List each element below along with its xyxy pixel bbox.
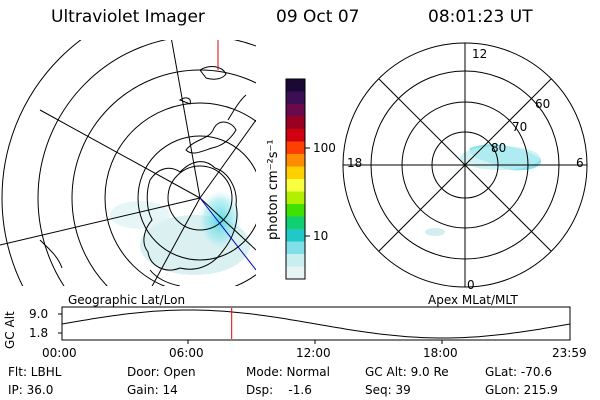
colorbar-stripe <box>286 141 305 155</box>
info-dsp: Dsp: -1.6 <box>246 383 312 397</box>
time-tick-1200: 12:00 <box>296 346 331 360</box>
mlt-label-6: 6 <box>576 156 584 170</box>
colorbar-stripe <box>286 266 305 280</box>
colorbar-stripe <box>286 129 305 142</box>
gc-alt-axis-label: GC Alt <box>3 311 17 349</box>
colorbar-stripe <box>286 241 305 255</box>
colorbar-stripe <box>286 154 305 167</box>
colorbar-stripe <box>286 216 305 230</box>
colorbar-unit-label: photon cm⁻²s⁻¹ <box>266 139 281 240</box>
info-gcalt: GC Alt: 9.0 Re <box>365 365 449 379</box>
time-tick-0000: 00:00 <box>42 346 77 360</box>
mlt-label-12: 12 <box>472 47 488 61</box>
mlt-label-18: 18 <box>347 156 363 170</box>
colorbar <box>285 78 310 280</box>
altitude-strip <box>58 306 571 344</box>
alt-tick-1-8: 1.8 <box>29 326 49 340</box>
colorbar-stripe <box>286 191 305 205</box>
info-glon: GLon: 215.9 <box>485 383 558 397</box>
time-tick-2359: 23:59 <box>552 346 587 360</box>
colorbar-stripe <box>286 229 305 242</box>
apex-label: Apex MLat/MLT <box>428 293 518 307</box>
colorbar-stripe <box>286 166 305 180</box>
colorbar-tick-100: 100 <box>313 141 336 155</box>
info-glat: GLat: -70.6 <box>485 365 552 379</box>
info-flt: Flt: LBHL <box>8 365 62 379</box>
altitude-curve <box>61 309 571 339</box>
colorbar-stripe <box>286 204 305 217</box>
geographic-map <box>0 40 256 286</box>
info-seq: Seq: 39 <box>365 383 411 397</box>
mlt-label-0: 0 <box>467 278 475 292</box>
antarctica-coastline <box>143 161 238 271</box>
colorbar-stripe <box>286 116 305 130</box>
time-label: 08:01:23 UT <box>428 7 533 27</box>
aurora-oval-left <box>198 190 242 250</box>
blue-line <box>199 197 256 271</box>
time-tick-0600: 06:00 <box>169 346 204 360</box>
lat-label-70: 70 <box>512 120 528 134</box>
colorbar-stripe <box>286 179 305 192</box>
lat-label-60: 60 <box>535 97 551 111</box>
info-mode: Mode: Normal <box>246 365 330 379</box>
date-label: 09 Oct 07 <box>276 7 360 27</box>
colorbar-stripe <box>286 91 305 105</box>
time-tick-1800: 18:00 <box>423 346 458 360</box>
colorbar-stripe <box>286 254 305 267</box>
longitude-lines <box>0 40 256 286</box>
lat-label-80: 80 <box>491 141 507 155</box>
colorbar-tick-10: 10 <box>313 229 329 243</box>
instrument-title: Ultraviolet Imager <box>51 7 205 27</box>
info-gain: Gain: 14 <box>127 383 178 397</box>
geographic-label: Geographic Lat/Lon <box>68 293 186 307</box>
colorbar-gradient <box>286 79 305 280</box>
polar-plot <box>342 42 588 288</box>
info-ip: IP: 36.0 <box>8 383 54 397</box>
colorbar-stripe <box>286 79 305 92</box>
info-door: Door: Open <box>127 365 196 379</box>
colorbar-stripe <box>286 104 305 117</box>
alt-tick-9: 9.0 <box>29 307 49 321</box>
